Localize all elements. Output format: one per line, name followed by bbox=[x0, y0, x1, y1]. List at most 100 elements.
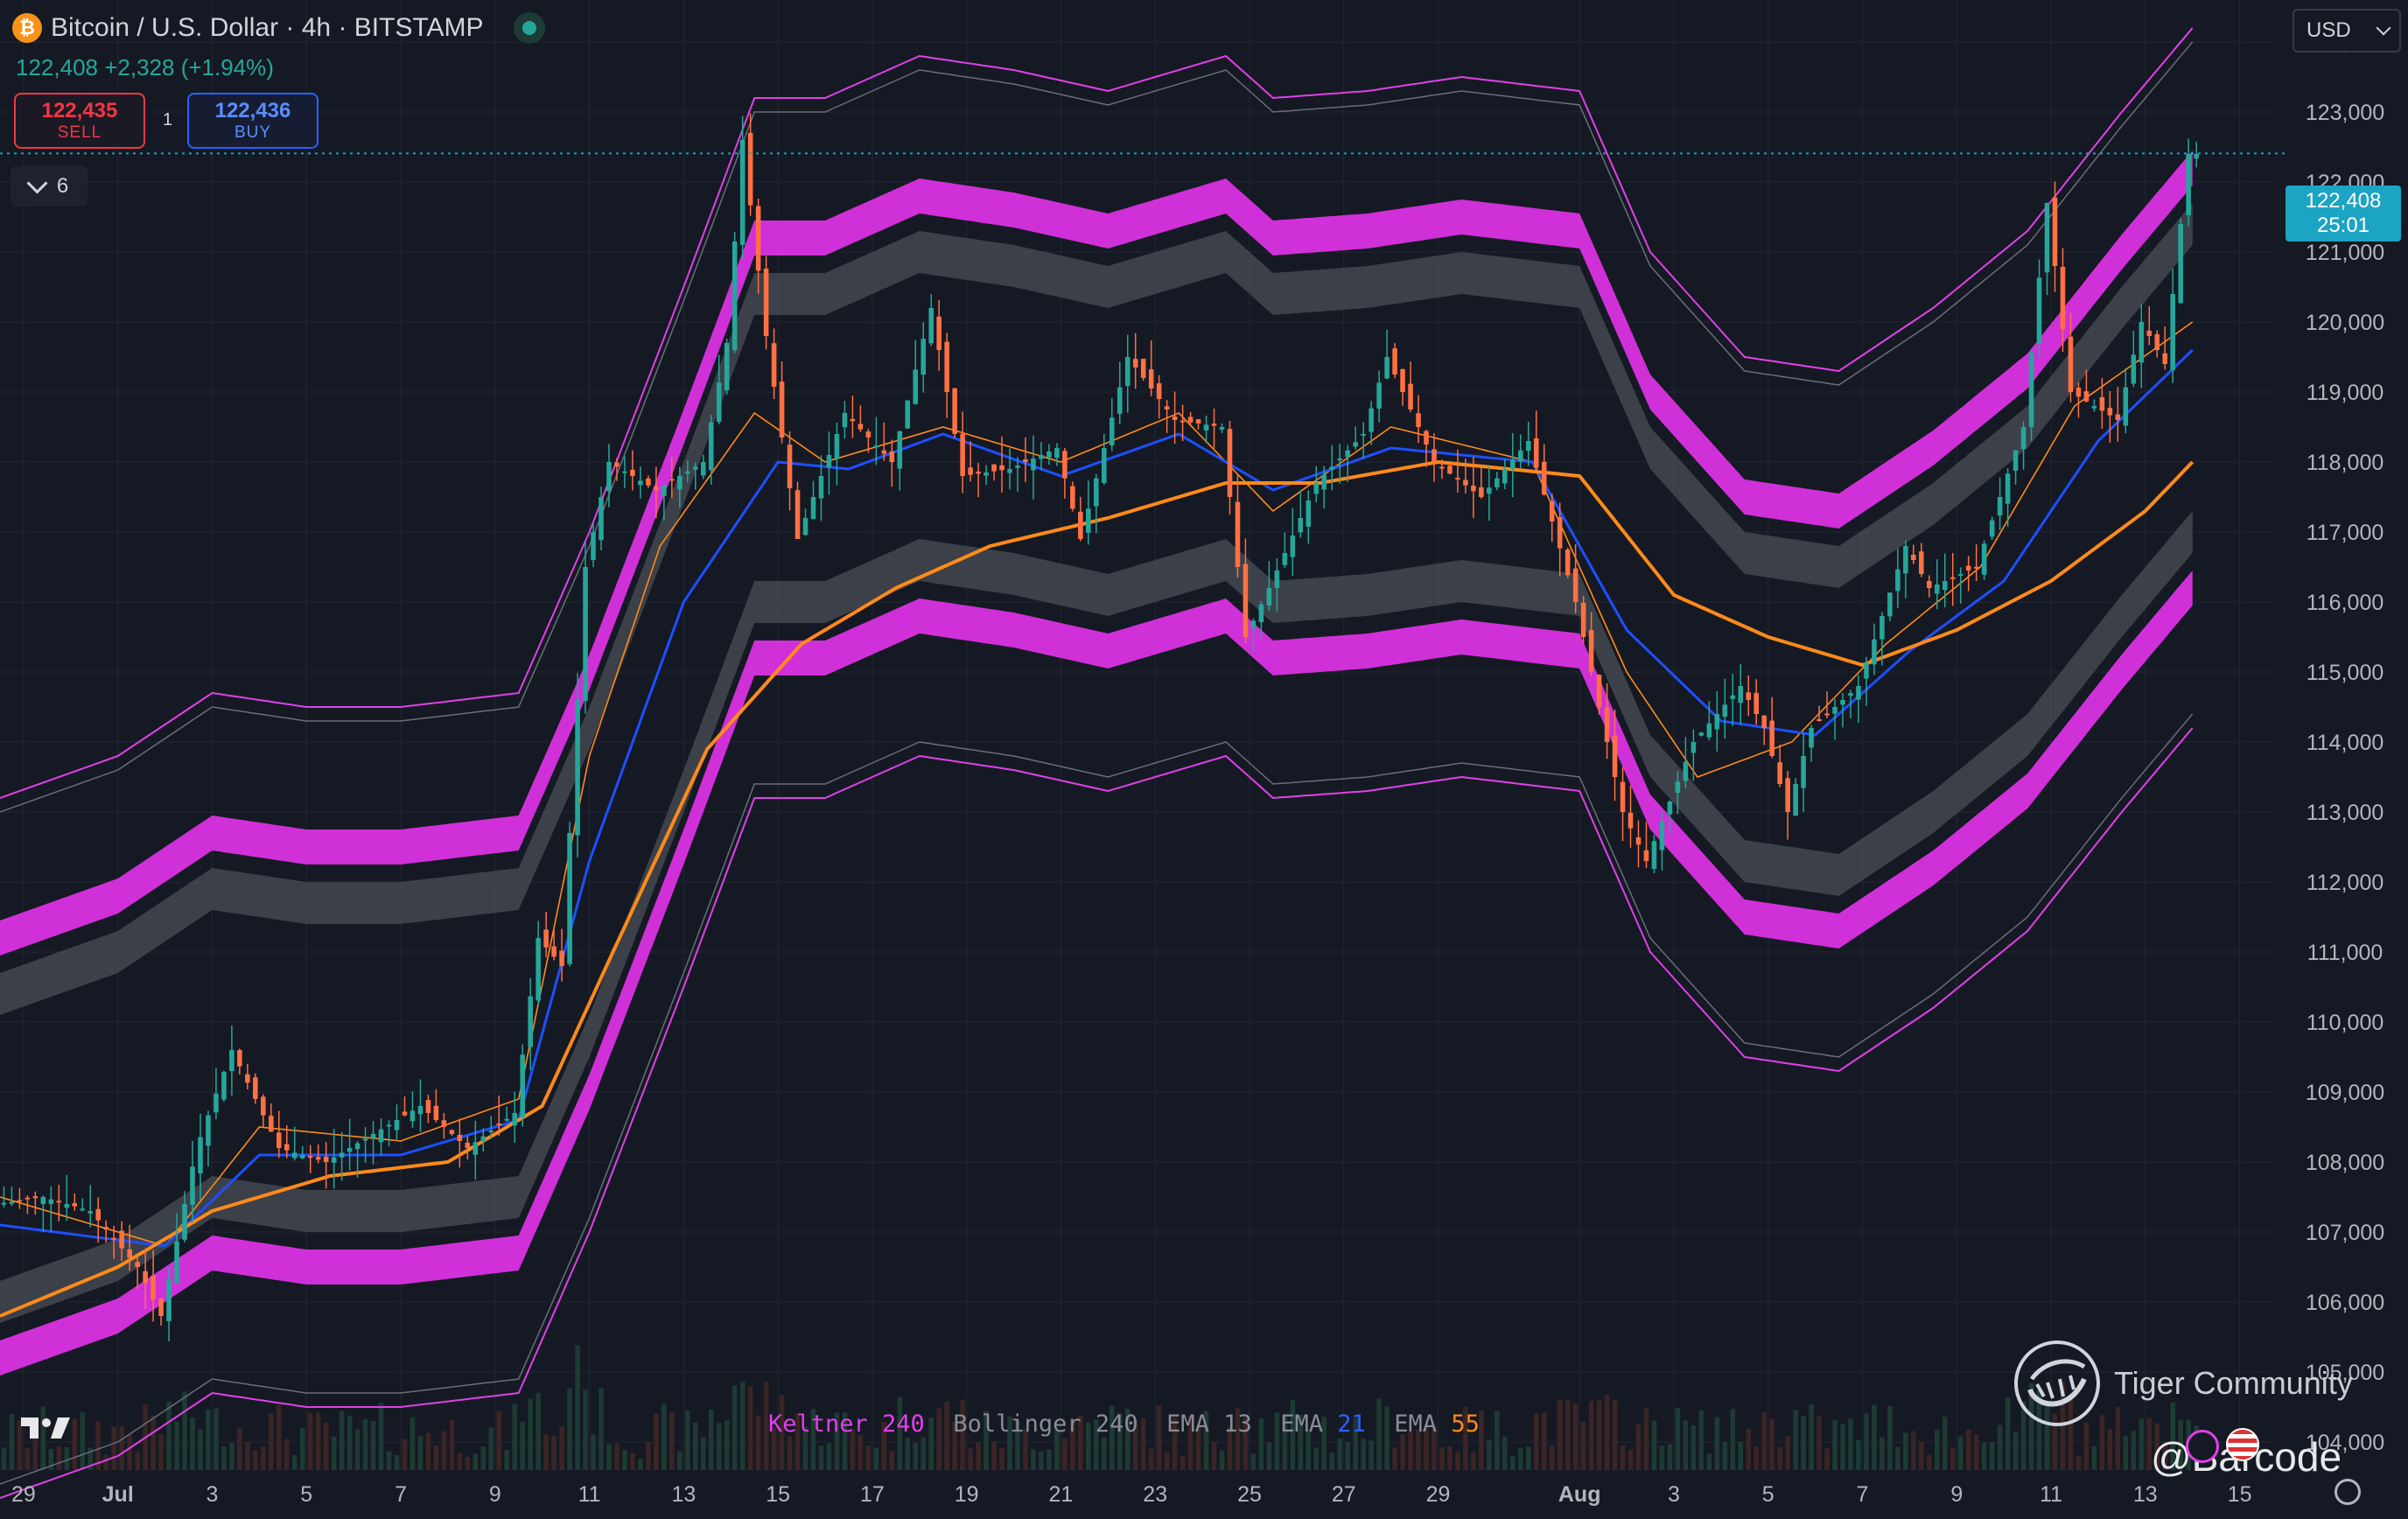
candle-body-114 bbox=[897, 430, 903, 469]
y-tick-label-7: 117,000 bbox=[2306, 521, 2384, 545]
us-flag-icon[interactable] bbox=[2226, 1428, 2259, 1461]
x-tick-label-10: 19 bbox=[955, 1482, 979, 1507]
price-change-row: 122,408 +2,328 (+1.94%) bbox=[16, 54, 274, 81]
keltner-lower-band bbox=[0, 570, 2193, 1376]
legend-param-1[interactable]: 240 bbox=[1095, 1410, 1167, 1438]
candle-body-16 bbox=[127, 1249, 132, 1258]
legend-param-3[interactable]: 21 bbox=[1337, 1410, 1395, 1438]
candle-body-103 bbox=[810, 497, 816, 520]
volume-bar-54 bbox=[425, 1432, 431, 1470]
candle-body-164 bbox=[1290, 536, 1296, 557]
legend-param-0[interactable]: 240 bbox=[882, 1410, 954, 1438]
time-axis[interactable]: 29 Jul 3 5 7 9 11 13 15 17 19 21 23 25 27 29 Aug 3 5 7 9 11 13… bbox=[11, 1482, 2251, 1507]
y-tick-label-15: 109,000 bbox=[2306, 1081, 2384, 1105]
candle-body-148 bbox=[1164, 406, 1170, 410]
volume-bar-236 bbox=[1856, 1439, 1861, 1470]
volume-bar-86 bbox=[677, 1451, 682, 1470]
candle-body-116 bbox=[913, 369, 919, 404]
volume-bar-125 bbox=[984, 1410, 989, 1470]
volume-bar-84 bbox=[662, 1404, 667, 1470]
candle-body-125 bbox=[984, 472, 989, 476]
y-tick-label-4: 120,000 bbox=[2306, 311, 2384, 335]
candle-body-188 bbox=[1479, 486, 1484, 497]
legend-name-4[interactable]: EMA bbox=[1394, 1410, 1452, 1438]
volume-bar-93 bbox=[732, 1385, 738, 1470]
candle-body-142 bbox=[1116, 387, 1123, 414]
x-tick-label-13: 25 bbox=[1237, 1482, 1262, 1507]
volume-bar-0 bbox=[1, 1447, 7, 1470]
volume-bar-198 bbox=[1557, 1399, 1563, 1470]
candle-body-58 bbox=[457, 1134, 463, 1141]
y-tick-label-16: 108,000 bbox=[2306, 1151, 2384, 1175]
event-marker-icon[interactable] bbox=[2186, 1430, 2219, 1463]
sell-button[interactable]: 122,435 SELL bbox=[14, 93, 145, 149]
volume-bar-248 bbox=[1950, 1447, 1956, 1470]
candle-body-85 bbox=[669, 479, 675, 481]
volume-bar-52 bbox=[410, 1417, 416, 1470]
candle-body-75 bbox=[591, 532, 596, 560]
volume-bar-265 bbox=[2083, 1422, 2090, 1470]
volume-bar-256 bbox=[2012, 1432, 2019, 1470]
candle-body-251 bbox=[1973, 566, 1979, 569]
volume-bar-255 bbox=[2005, 1396, 2011, 1470]
volume-bar-196 bbox=[1541, 1412, 1547, 1470]
legend-name-1[interactable]: Bollinger bbox=[953, 1410, 1096, 1438]
price-axis[interactable]: 124,000123,000122,000121,000120,000119,0… bbox=[2306, 31, 2384, 1455]
candle-body-220 bbox=[1730, 695, 1736, 699]
legend-name-2[interactable]: EMA bbox=[1166, 1410, 1224, 1438]
volume-bar-141 bbox=[1109, 1405, 1115, 1470]
buy-button[interactable]: 122,436 BUY bbox=[187, 93, 318, 149]
candles[interactable] bbox=[1, 113, 2199, 1341]
volume-bar-263 bbox=[2068, 1400, 2074, 1470]
gear-icon[interactable] bbox=[2334, 1479, 2361, 1505]
candle-body-89 bbox=[700, 462, 706, 476]
candle-body-258 bbox=[2028, 352, 2034, 428]
volume-bar-19 bbox=[150, 1415, 156, 1470]
volume-bar-51 bbox=[402, 1438, 408, 1470]
candle-body-36 bbox=[284, 1144, 290, 1151]
legend-param-4[interactable]: 55 bbox=[1451, 1410, 1508, 1438]
indicator-legend[interactable]: Keltner 240 Bollinger 240 EMA 13 EMA 21 … bbox=[768, 1410, 1508, 1438]
candle-body-22 bbox=[174, 1241, 179, 1284]
candle-body-44 bbox=[346, 1148, 353, 1152]
volume-bar-187 bbox=[1471, 1452, 1476, 1470]
candle-body-232 bbox=[1824, 713, 1830, 716]
candle-body-265 bbox=[2083, 391, 2090, 402]
candle-body-42 bbox=[331, 1157, 337, 1163]
x-tick-label-18: 5 bbox=[1762, 1482, 1774, 1507]
candle-body-83 bbox=[654, 486, 659, 490]
candle-body-253 bbox=[1989, 520, 1995, 537]
candle-body-195 bbox=[1533, 438, 1539, 468]
candle-body-95 bbox=[747, 132, 753, 206]
y-tick-label-18: 106,000 bbox=[2306, 1291, 2384, 1315]
legend-name-3[interactable]: EMA bbox=[1280, 1410, 1338, 1438]
candle-body-10 bbox=[80, 1208, 86, 1211]
order-quantity[interactable]: 1 bbox=[163, 110, 173, 130]
candle-body-217 bbox=[1706, 723, 1712, 738]
market-status-icon[interactable] bbox=[513, 12, 545, 44]
currency-select[interactable]: USD bbox=[2292, 9, 2401, 52]
volume-bar-183 bbox=[1439, 1447, 1445, 1470]
x-tick-label-7: 13 bbox=[671, 1482, 696, 1507]
volume-bar-199 bbox=[1564, 1400, 1571, 1470]
volume-bar-247 bbox=[1942, 1416, 1948, 1470]
candle-body-147 bbox=[1156, 383, 1162, 399]
volume-bar-127 bbox=[999, 1447, 1004, 1470]
indicators-toggle-button[interactable]: 6 bbox=[10, 166, 88, 206]
legend-name-0[interactable]: Keltner bbox=[768, 1410, 883, 1438]
symbol-header[interactable]: ₿ Bitcoin / U.S. Dollar · 4h · BITSTAMP bbox=[12, 12, 545, 44]
volume-bar-133 bbox=[1046, 1449, 1052, 1470]
x-tick-label-15: 29 bbox=[1426, 1482, 1451, 1507]
tradingview-logo-icon[interactable] bbox=[19, 1416, 74, 1442]
candle-body-248 bbox=[1950, 577, 1956, 579]
volume-bar-72 bbox=[567, 1388, 572, 1470]
candle-body-186 bbox=[1463, 480, 1468, 486]
candle-body-173 bbox=[1361, 434, 1366, 436]
candle-body-263 bbox=[2068, 336, 2074, 392]
volume-bar-251 bbox=[1973, 1434, 1979, 1470]
legend-param-2[interactable]: 13 bbox=[1223, 1410, 1281, 1438]
candle-body-57 bbox=[449, 1130, 455, 1134]
volume-bar-201 bbox=[1580, 1421, 1586, 1470]
volume-bar-179 bbox=[1408, 1432, 1413, 1470]
